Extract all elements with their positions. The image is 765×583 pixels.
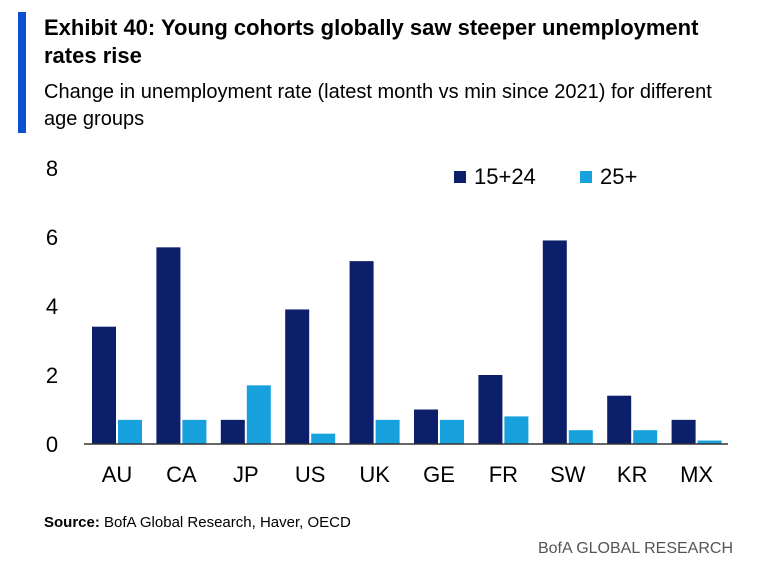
- chart-subtitle: Change in unemployment rate (latest mont…: [44, 81, 712, 130]
- bar-age-15-24-mx: [671, 419, 696, 444]
- y-tick-label: 8: [46, 156, 58, 181]
- x-tick-label: CA: [166, 462, 197, 487]
- brand-footer: BofA GLOBAL RESEARCH: [537, 540, 733, 557]
- source-text: BofA Global Research, Haver, OECD: [99, 514, 351, 531]
- bar-age-25-plus-au: [118, 419, 142, 444]
- x-tick-label: AU: [102, 462, 133, 487]
- bar-age-25-plus-mx: [697, 440, 722, 444]
- source-label: Source:: [44, 514, 100, 531]
- bar-age-25-plus-kr: [633, 430, 658, 444]
- bar-age-15-24-sw: [542, 240, 567, 444]
- title-accent-bar: [18, 12, 26, 133]
- bar-age-15-24-kr: [607, 395, 632, 444]
- bar-age-15-24-au: [92, 326, 116, 444]
- bar-age-15-24-fr: [478, 375, 503, 444]
- bar-age-25-plus-ge: [440, 419, 464, 444]
- bar-age-15-24-us: [285, 309, 310, 444]
- bar-age-15-24-jp: [220, 419, 245, 444]
- bar-chart: 0 2 4 6 8 AU CA JP US UK GE FR SW KR MX 15+24 25+: [46, 156, 728, 487]
- y-tick-label: 4: [46, 294, 58, 319]
- legend-label-age-15-24: 15+24: [474, 164, 536, 189]
- bar-age-25-plus-us: [311, 433, 336, 444]
- y-tick-label: 0: [46, 432, 58, 457]
- legend-swatch-age-25-plus: [580, 171, 592, 183]
- legend-swatch-age-15-24: [454, 171, 466, 183]
- bar-age-15-24-ca: [156, 247, 181, 444]
- x-tick-label: FR: [489, 462, 518, 487]
- bar-age-25-plus-fr: [504, 416, 529, 444]
- x-tick-label: UK: [359, 462, 390, 487]
- legend-label-age-25-plus: 25+: [600, 164, 637, 189]
- bar-age-15-24-ge: [414, 409, 438, 444]
- bar-age-25-plus-jp: [246, 385, 271, 444]
- y-tick-label: 6: [46, 225, 58, 250]
- x-tick-label: US: [295, 462, 326, 487]
- bar-age-25-plus-ca: [182, 419, 207, 444]
- x-tick-label: MX: [680, 462, 713, 487]
- x-tick-label: GE: [423, 462, 455, 487]
- x-tick-label: KR: [617, 462, 648, 487]
- bar-age-15-24-uk: [349, 261, 374, 444]
- x-tick-label: SW: [550, 462, 586, 487]
- bar-age-25-plus-sw: [568, 430, 593, 444]
- x-tick-label: JP: [233, 462, 259, 487]
- chart-title: Exhibit 40: Young cohorts globally saw s…: [44, 15, 699, 68]
- bar-age-25-plus-uk: [375, 419, 400, 444]
- y-tick-label: 2: [46, 363, 58, 388]
- source-note: Source: BofA Global Research, Haver, OEC…: [44, 514, 351, 531]
